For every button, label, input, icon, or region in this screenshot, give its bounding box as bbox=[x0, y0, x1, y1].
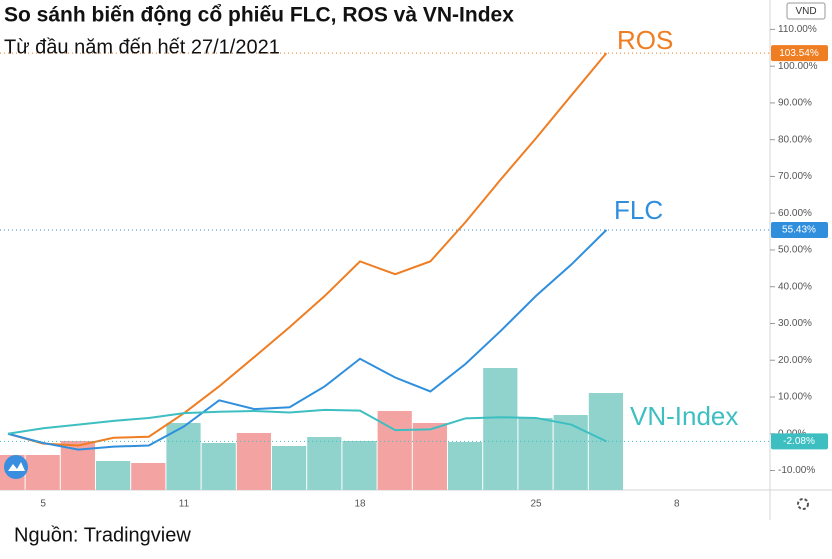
line-1 bbox=[7, 229, 608, 451]
chart-title: So sánh biến động cổ phiếu FLC, ROS và V… bbox=[4, 4, 514, 27]
volume-bar bbox=[236, 433, 271, 490]
volume-bar bbox=[166, 423, 201, 490]
logo-mark bbox=[8, 462, 25, 471]
volume-bar bbox=[131, 463, 166, 490]
price-label: 55.43% bbox=[782, 225, 816, 236]
volume-bar bbox=[412, 423, 447, 490]
volume-bar bbox=[553, 415, 588, 490]
settings-gear[interactable] bbox=[797, 498, 809, 510]
price-label-box bbox=[771, 433, 828, 450]
logo-icon bbox=[4, 455, 28, 479]
volume-bar bbox=[483, 368, 518, 490]
volume-bar bbox=[307, 437, 342, 490]
x-tick-label: 8 bbox=[674, 499, 680, 510]
settings-icon[interactable] bbox=[797, 498, 809, 510]
volume-bar bbox=[272, 446, 307, 490]
volume-bar bbox=[448, 442, 483, 490]
y-tick-label: 110.00% bbox=[778, 24, 817, 35]
x-tick-label: 25 bbox=[530, 499, 542, 510]
price-label-box bbox=[771, 222, 828, 239]
y-tick-label: 40.00% bbox=[778, 281, 812, 292]
source: Nguồn: Tradingview bbox=[14, 524, 191, 546]
y-tick-label: 30.00% bbox=[778, 318, 812, 329]
currency-box bbox=[786, 2, 826, 20]
volume-bar bbox=[201, 443, 236, 490]
y-tick-label: 20.00% bbox=[778, 355, 812, 366]
price-label: -2.08% bbox=[783, 436, 815, 447]
volume-bar bbox=[518, 418, 553, 490]
y-tick-label: 90.00% bbox=[778, 98, 812, 109]
currency: VND bbox=[795, 6, 816, 17]
y-tick-label: 60.00% bbox=[778, 208, 812, 219]
y-tick-label: -10.00% bbox=[778, 465, 815, 476]
line-2 bbox=[7, 408, 607, 443]
series-name: ROS bbox=[617, 25, 673, 55]
volume-bar bbox=[25, 455, 60, 490]
y-tick-label: 70.00% bbox=[778, 171, 812, 182]
price-label: 103.54% bbox=[779, 48, 819, 59]
x-tick-label: 11 bbox=[179, 499, 190, 510]
line-0 bbox=[7, 52, 608, 447]
volume-bar bbox=[96, 461, 131, 490]
x-tick-label: 5 bbox=[40, 499, 46, 510]
x-tick-label: 18 bbox=[354, 499, 366, 510]
series-name: VN-Index bbox=[630, 401, 738, 431]
y-tick-label: 50.00% bbox=[778, 245, 812, 256]
price-label-box bbox=[771, 45, 828, 62]
volume-bar bbox=[342, 441, 377, 490]
y-tick-label: 10.00% bbox=[778, 392, 812, 403]
series-name: FLC bbox=[614, 195, 663, 225]
y-tick-label: 100.00% bbox=[778, 61, 818, 72]
y-tick-label: 80.00% bbox=[778, 134, 812, 145]
chart-subtitle: Từ đầu năm đến hết 27/1/2021 bbox=[4, 36, 280, 58]
plot-area bbox=[0, 52, 770, 490]
